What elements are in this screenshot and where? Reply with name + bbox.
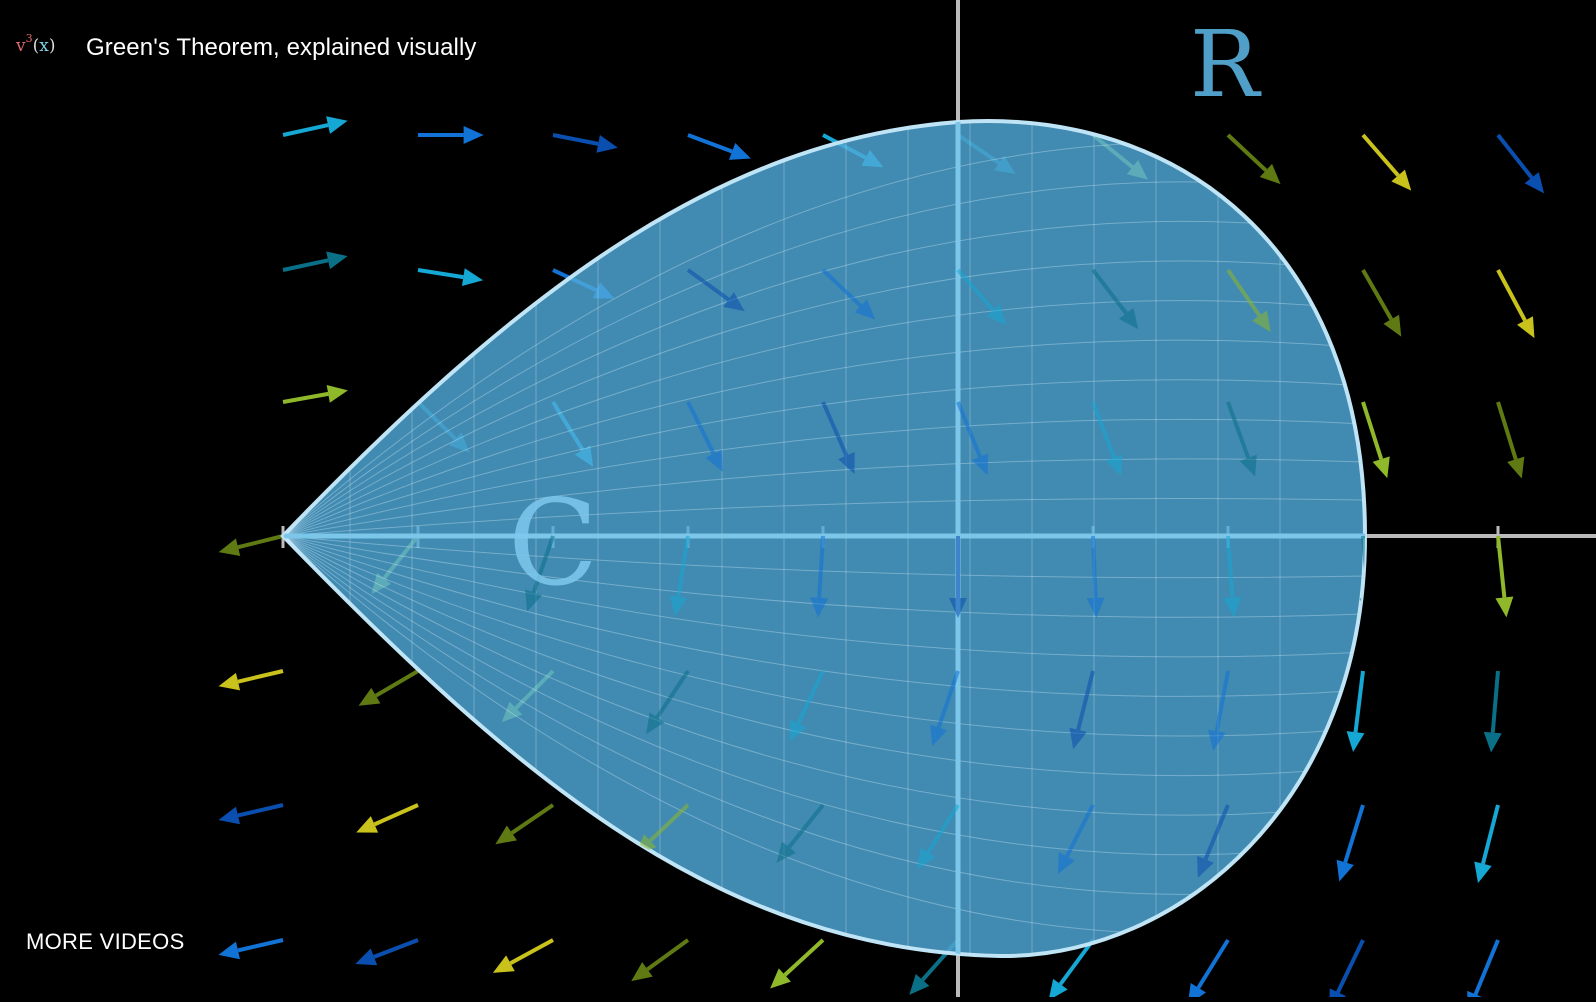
- vector-field-arrow-icon: [495, 805, 553, 844]
- vector-field-arrow-icon: [1228, 135, 1281, 184]
- vector-field-arrow-icon: [1484, 671, 1502, 753]
- vector-field-arrow-icon: [283, 385, 348, 403]
- vector-field-arrow-icon: [1498, 402, 1524, 478]
- vector-field-arrow-icon: [356, 805, 418, 833]
- vector-field-arrow-icon: [219, 536, 283, 556]
- vector-field-arrow-icon: [219, 671, 283, 690]
- vector-field-arrow-icon: [283, 116, 348, 135]
- vector-field-arrow-icon: [1363, 402, 1390, 478]
- video-title[interactable]: Green's Theorem, explained visually: [86, 34, 477, 62]
- logo-close-paren: ): [49, 36, 56, 56]
- vector-field-arrow-icon: [283, 251, 348, 270]
- vector-field-arrow-icon: [1337, 805, 1363, 881]
- logo-exponent: 3: [26, 32, 33, 45]
- curve-label: C: [508, 474, 598, 612]
- vector-field-arrow-icon: [1495, 536, 1513, 617]
- more-videos-button[interactable]: MORE VIDEOS: [26, 929, 185, 955]
- vector-field-arrow-icon: [1329, 940, 1363, 997]
- vector-field-arrow-icon: [1498, 270, 1534, 338]
- vector-field-arrow-icon: [219, 805, 283, 824]
- vector-field-arrow-icon: [355, 940, 418, 965]
- vector-field-arrow-icon: [688, 135, 751, 160]
- vector-field-arrow-icon: [1363, 135, 1411, 191]
- vector-field-arrow-icon: [770, 940, 823, 989]
- logo-open-paren: (: [33, 36, 40, 56]
- vector-field-arrow-icon: [493, 940, 553, 973]
- vector-field-arrow-icon: [418, 126, 484, 144]
- logo-base: v: [16, 36, 26, 56]
- vector-field-arrow-icon: [218, 940, 283, 959]
- vector-field-arrow-icon: [418, 268, 483, 286]
- vector-field-arrow-icon: [1347, 671, 1365, 752]
- vector-field-arrow-icon: [1498, 135, 1544, 193]
- vector-field-arrow-icon: [1363, 270, 1401, 337]
- logo-argument: x: [39, 36, 49, 56]
- region-label: R: [1190, 11, 1262, 118]
- vector-field-arrow-icon: [553, 135, 618, 153]
- vector-field-arrow-icon: [1188, 940, 1228, 997]
- vector-field-arrow-icon: [631, 940, 688, 981]
- vector-field-arrow-icon: [1467, 940, 1498, 997]
- vector-field-arrow-icon: [1474, 805, 1498, 883]
- vector-field-arrow-icon: [359, 671, 418, 706]
